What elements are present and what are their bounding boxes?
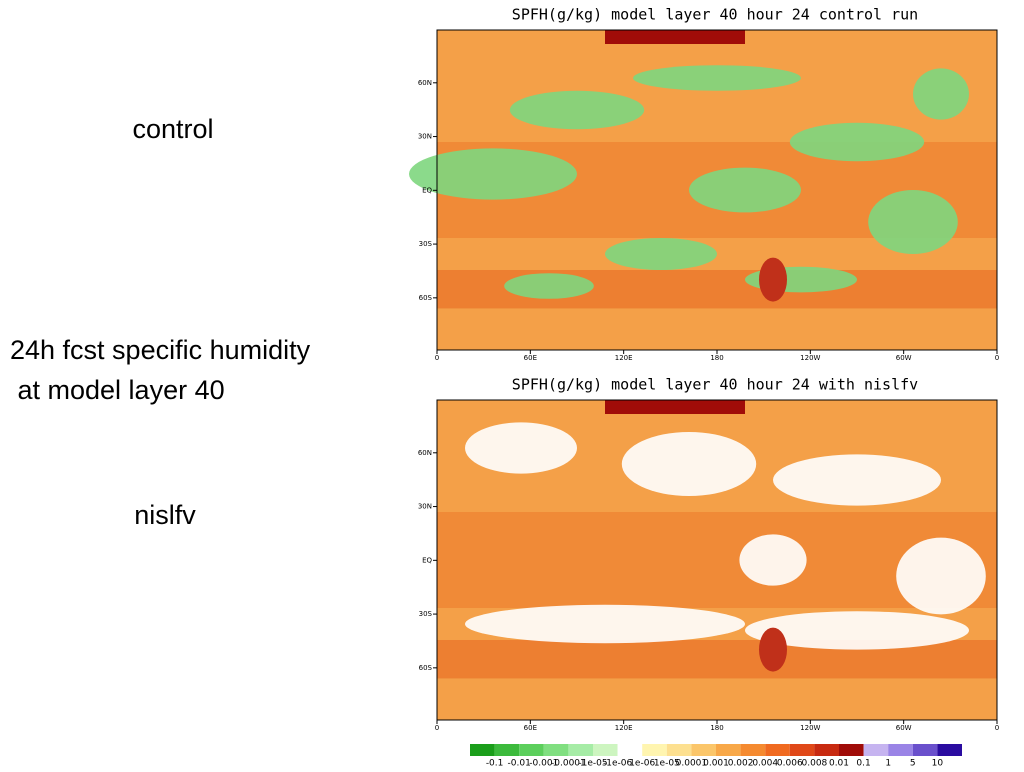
map-patch [509,90,645,130]
colorbar-label: 1e-05 [654,759,680,769]
lon-label: 0 [995,724,999,732]
lon-label: 60E [524,724,537,732]
lat-label: EQ [422,186,432,194]
colorbar-label: -1e-06 [603,759,632,769]
lat-label: 60S [419,664,433,672]
colorbar-swatch [839,744,864,756]
colorbar-swatch [912,744,938,756]
map-patch [605,238,717,270]
label-description: at model layer 40 [10,375,225,405]
label-nislfv: nislfv [134,500,196,530]
colorbar-label: -0.1 [486,759,504,769]
map-patch [868,190,958,254]
colorbar-swatch [740,744,766,756]
colorbar-swatch [716,744,741,756]
colorbar-swatch [593,744,618,756]
colorbar-label: -0.001 [529,759,558,769]
lon-label: 120W [800,724,820,732]
colorbar-label: 5 [910,759,916,769]
lon-label: 0 [435,724,439,732]
lat-label: 30S [419,610,433,618]
map-patch [465,422,577,474]
lon-label: 60E [524,354,537,362]
lat-label: 30S [419,240,433,248]
map [436,399,998,721]
lat-label: EQ [422,556,432,564]
colorbar-label: 1e-06 [629,759,655,769]
colorbar-label: 0.006 [777,759,803,769]
lat-label: 60N [418,79,432,87]
lon-label: 120E [615,354,633,362]
lon-label: 120W [800,354,820,362]
colorbar-label: -1e-05 [578,759,607,769]
colorbar-label: -0.01 [508,759,531,769]
colorbar-swatch [666,744,692,756]
colorbar-label: 0.008 [802,759,828,769]
colorbar-swatch [617,744,643,756]
map-patch [913,68,969,120]
colorbar-label: 1 [885,759,891,769]
colorbar-swatch [937,744,962,756]
map-patch [789,122,925,162]
map-patch [739,534,807,586]
colorbar-swatch [765,744,790,756]
colorbar-label: 0.004 [752,759,778,769]
lon-label: 180 [710,354,723,362]
label-description: 24h fcst specific humidity [10,335,311,365]
map-patch [759,627,787,672]
colorbar-label: 10 [932,759,944,769]
map-patch [689,167,801,213]
lon-label: 60W [896,724,912,732]
colorbar-swatch [470,744,495,756]
colorbar-swatch [543,744,569,756]
colorbar-swatch [888,744,913,756]
colorbar-swatch [519,744,544,756]
map-patch [465,604,745,644]
colorbar-label: 0.1 [856,759,870,769]
colorbar-label: 0.01 [829,759,849,769]
lon-label: 60W [896,354,912,362]
lon-label: 120E [615,724,633,732]
map-patch [759,257,787,302]
colorbar-label: -0.0001 [551,759,586,769]
map-title: SPFH(g/kg) model layer 40 hour 24 with n… [512,376,918,394]
map-title: SPFH(g/kg) model layer 40 hour 24 contro… [512,6,918,24]
lat-label: 60N [418,449,432,457]
lat-label: 30N [418,503,432,511]
colorbar-swatch [494,744,520,756]
colorbar-swatch [814,744,839,756]
label-control: control [132,114,213,144]
colorbar-swatch [789,744,815,756]
map-patch [633,65,801,91]
colorbar-swatch [568,744,593,756]
colorbar-swatch [863,744,889,756]
lon-label: 0 [995,354,999,362]
lon-label: 0 [435,354,439,362]
map-polar [605,30,745,44]
colorbar-label: 0.0001 [676,759,708,769]
map-polar [605,400,745,414]
colorbar-swatch [642,744,667,756]
lat-label: 60S [419,294,433,302]
map-patch [409,148,577,200]
lat-label: 30N [418,133,432,141]
map-patch [745,611,969,650]
colorbar-label: 0.001 [703,759,729,769]
colorbar-swatch [691,744,716,756]
lon-label: 180 [710,724,723,732]
map-patch [896,537,986,615]
map-patch [773,454,941,506]
map [409,29,998,351]
map-patch [621,432,757,496]
map-patch [504,273,594,299]
colorbar-label: 0.002 [728,759,754,769]
